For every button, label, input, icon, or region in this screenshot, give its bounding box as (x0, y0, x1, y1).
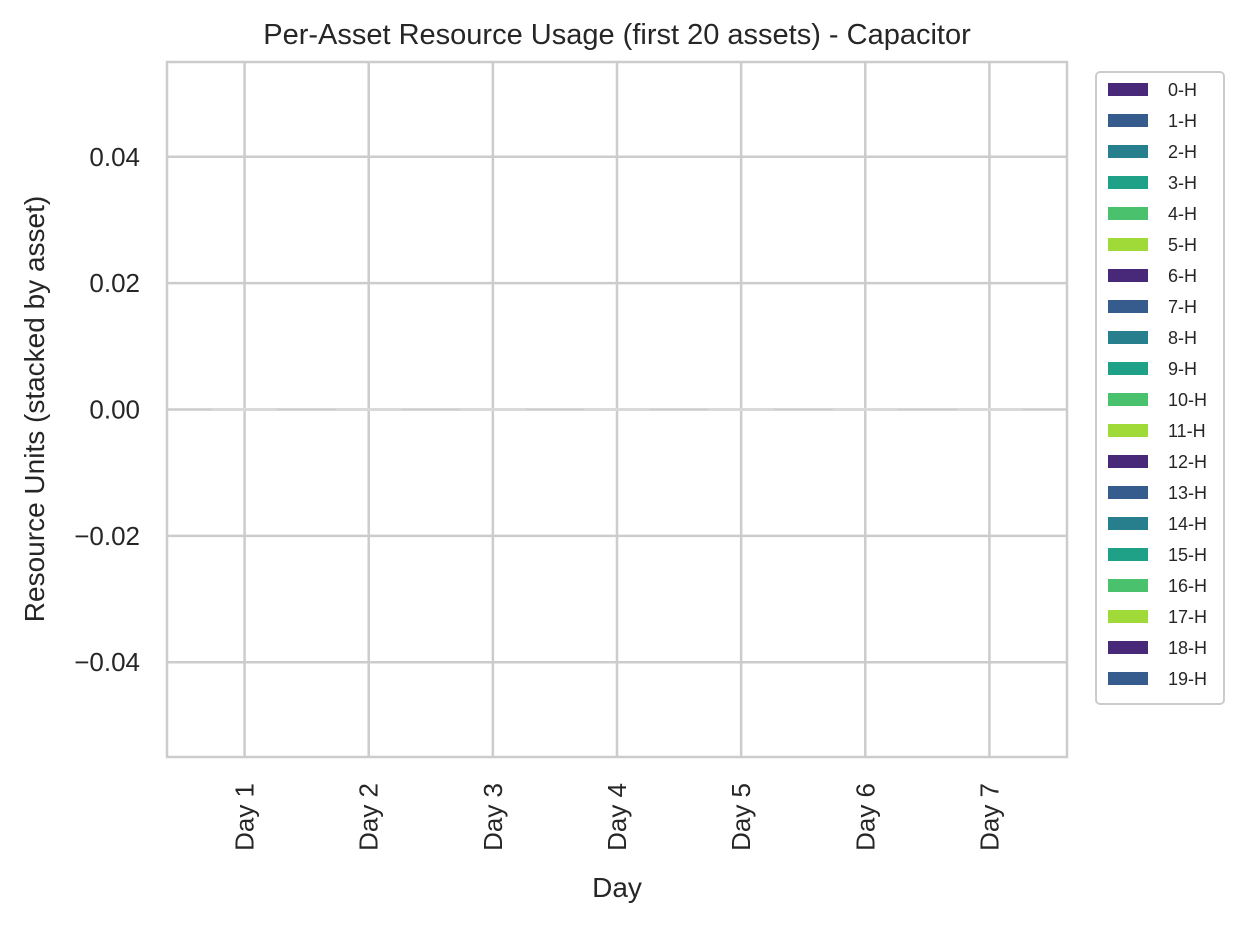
legend-label: 18-H (1168, 638, 1207, 658)
legend-swatch (1108, 114, 1148, 127)
legend-swatch (1108, 269, 1148, 282)
legend-label: 2-H (1168, 142, 1197, 162)
legend-swatch (1108, 579, 1148, 592)
legend-label: 14-H (1168, 514, 1207, 534)
x-axis-label: Day (592, 872, 642, 903)
legend-label: 16-H (1168, 576, 1207, 596)
x-tick-label: Day 6 (850, 783, 880, 851)
legend-swatch (1108, 424, 1148, 437)
y-tick-label: 0.04 (89, 142, 140, 172)
legend-swatch (1108, 548, 1148, 561)
legend-label: 3-H (1168, 173, 1197, 193)
legend-swatch (1108, 331, 1148, 344)
legend-label: 7-H (1168, 297, 1197, 317)
legend: 0-H 1-H 2-H 3-H 4-H 5-H 6-H 7-H 8-H 9-H 10-H 11-H 12… (1096, 72, 1224, 704)
legend-swatch (1108, 393, 1148, 406)
legend-label: 6-H (1168, 266, 1197, 286)
legend-swatch (1108, 486, 1148, 499)
legend-label: 12-H (1168, 452, 1207, 472)
x-tick-label: Day 5 (726, 783, 756, 851)
legend-label: 17-H (1168, 607, 1207, 627)
y-tick-label: −0.02 (74, 521, 140, 551)
legend-label: 0-H (1168, 80, 1197, 100)
x-tick-label: Day 3 (478, 783, 508, 851)
legend-label: 13-H (1168, 483, 1207, 503)
y-tick-label: 0.00 (89, 395, 140, 425)
legend-swatch (1108, 238, 1148, 251)
legend-label: 10-H (1168, 390, 1207, 410)
legend-swatch (1108, 672, 1148, 685)
legend-label: 1-H (1168, 111, 1197, 131)
legend-swatch (1108, 83, 1148, 96)
y-axis-label: Resource Units (stacked by asset) (19, 196, 50, 622)
x-tick-label: Day 1 (230, 783, 260, 851)
y-tick-label: 0.02 (89, 268, 140, 298)
legend-swatch (1108, 517, 1148, 530)
legend-swatch (1108, 455, 1148, 468)
legend-label: 19-H (1168, 669, 1207, 689)
legend-label: 8-H (1168, 328, 1197, 348)
chart-title: Per-Asset Resource Usage (first 20 asset… (263, 19, 971, 51)
legend-label: 11-H (1168, 421, 1206, 441)
plot-area (167, 62, 1067, 757)
legend-swatch (1108, 362, 1148, 375)
legend-swatch (1108, 207, 1148, 220)
x-tick-label: Day 4 (602, 783, 632, 851)
legend-swatch (1108, 176, 1148, 189)
legend-swatch (1108, 145, 1148, 158)
y-tick-label: −0.04 (74, 647, 140, 677)
x-tick-label: Day 7 (974, 783, 1004, 851)
x-tick-label: Day 2 (354, 783, 384, 851)
legend-swatch (1108, 300, 1148, 313)
legend-label: 9-H (1168, 359, 1197, 379)
legend-label: 5-H (1168, 235, 1197, 255)
legend-label: 4-H (1168, 204, 1197, 224)
legend-swatch (1108, 610, 1148, 623)
legend-swatch (1108, 641, 1148, 654)
legend-label: 15-H (1168, 545, 1207, 565)
